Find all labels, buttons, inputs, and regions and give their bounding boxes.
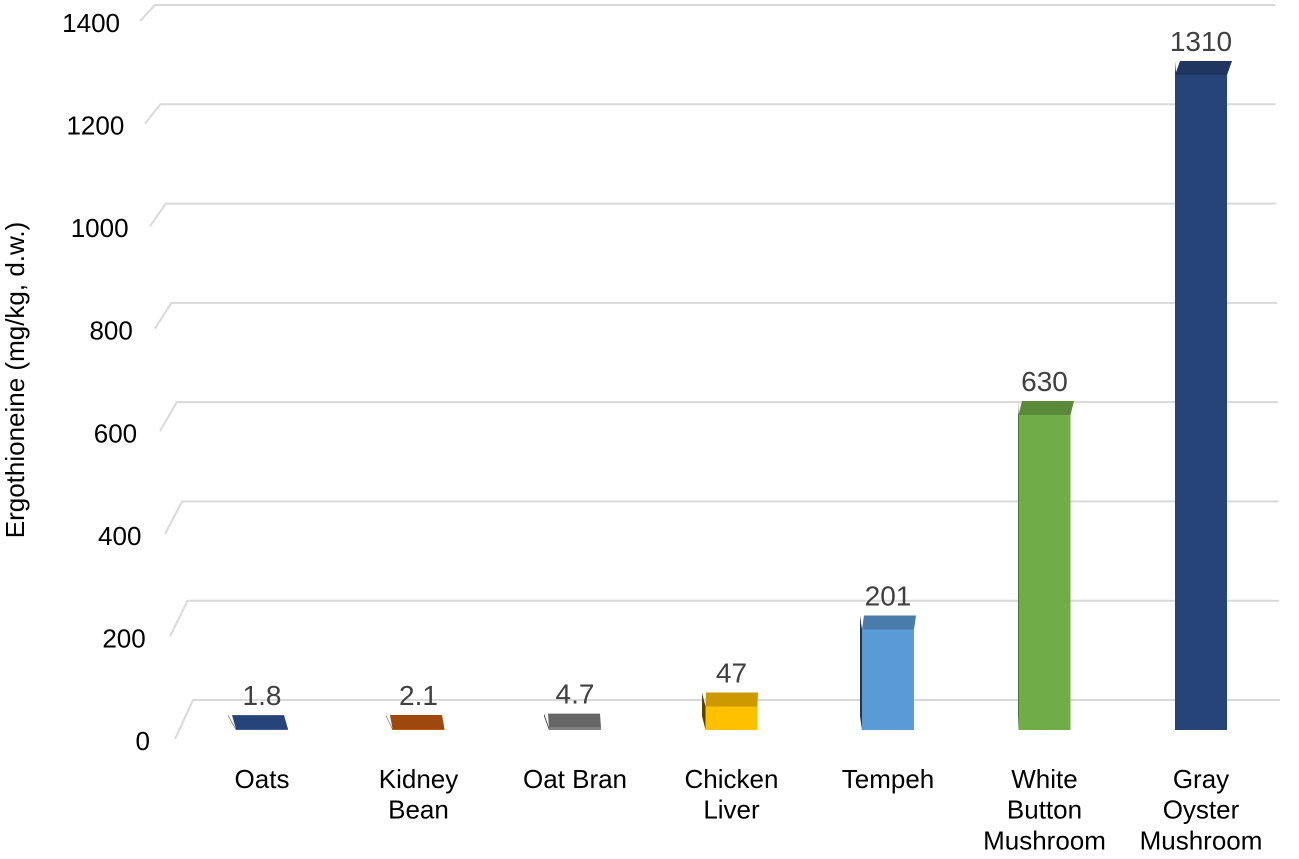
bar	[236, 729, 288, 730]
y-tick-label: 200	[102, 623, 145, 653]
y-tick-label: 600	[94, 418, 137, 448]
bar-top	[1018, 401, 1074, 415]
bar	[1175, 75, 1227, 730]
bar-side	[228, 715, 236, 730]
grid-line	[164, 500, 1279, 535]
grid-line	[144, 103, 1276, 125]
bar-top	[232, 715, 288, 730]
value-label: 201	[865, 581, 912, 612]
bar-top	[705, 692, 758, 707]
bar	[705, 706, 758, 730]
bar-top	[862, 615, 916, 630]
grid-line	[159, 401, 1278, 432]
y-tick-label: 1400	[62, 8, 120, 38]
x-tick-label: Chicken Liver	[685, 764, 779, 825]
x-tick-label: Oat Bran	[523, 764, 627, 794]
value-label: 1310	[1170, 26, 1232, 57]
grid-line	[169, 599, 1280, 637]
x-tick-label: Oats	[235, 764, 290, 794]
bar-top	[1175, 61, 1232, 75]
grid-line	[139, 4, 1275, 22]
y-tick-label: 1000	[71, 213, 129, 243]
x-tick-label: Tempeh	[842, 764, 935, 794]
bar-top	[548, 713, 601, 728]
grid-line	[149, 202, 1277, 227]
x-tick-label: Kidney Bean	[379, 764, 459, 825]
value-label: 4.7	[556, 679, 595, 710]
y-tick-label: 0	[136, 726, 150, 756]
x-tick-label: Gray Oyster Mushroom	[1140, 764, 1263, 855]
bar-side	[702, 692, 706, 730]
y-tick-label: 400	[98, 521, 141, 551]
bar-side	[1018, 401, 1019, 730]
value-label: 630	[1021, 366, 1068, 397]
bar	[392, 728, 445, 730]
bar-top	[390, 714, 445, 729]
grid-line	[174, 699, 1280, 740]
value-label: 47	[716, 658, 747, 689]
bar-side	[386, 714, 393, 730]
bar-side	[860, 615, 862, 730]
y-axis-label: Ergothioneine (mg/kg, d.w.)	[0, 222, 30, 539]
x-tick-label: White Button Mushroom	[983, 764, 1106, 855]
value-label: 2.1	[399, 680, 438, 711]
bar	[549, 727, 601, 730]
y-tick-label: 800	[89, 316, 132, 346]
bar-side	[544, 713, 549, 730]
y-tick-label: 1200	[66, 111, 124, 141]
grid-line	[154, 301, 1278, 330]
bar	[862, 629, 914, 730]
bar	[1018, 415, 1071, 730]
value-label: 1.8	[243, 680, 282, 711]
